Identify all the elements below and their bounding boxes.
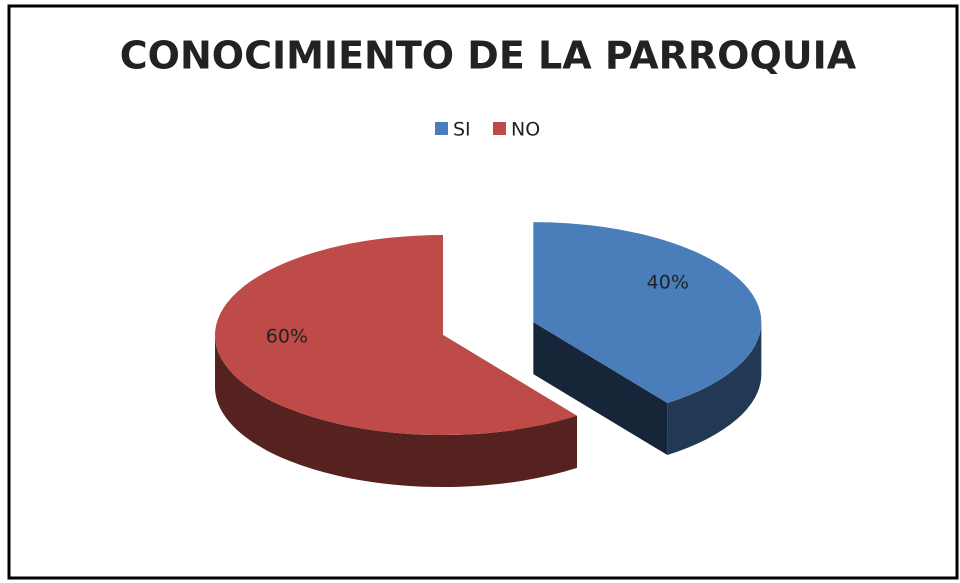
legend-swatch [435,122,448,135]
chart-title: CONOCIMIENTO DE LA PARROQUIA [120,34,857,78]
legend-swatch [493,122,506,135]
data-label: 40% [647,271,689,293]
legend-label: NO [511,119,540,141]
pie-slice [215,235,578,435]
slice-outer-wall [215,335,578,487]
legend-label: SI [453,119,471,141]
slice-outer-wall [667,322,762,456]
chart-frame [7,4,959,580]
pie-slice [533,222,762,404]
data-label: 60% [266,326,308,348]
slice-radial-wall [533,322,668,456]
